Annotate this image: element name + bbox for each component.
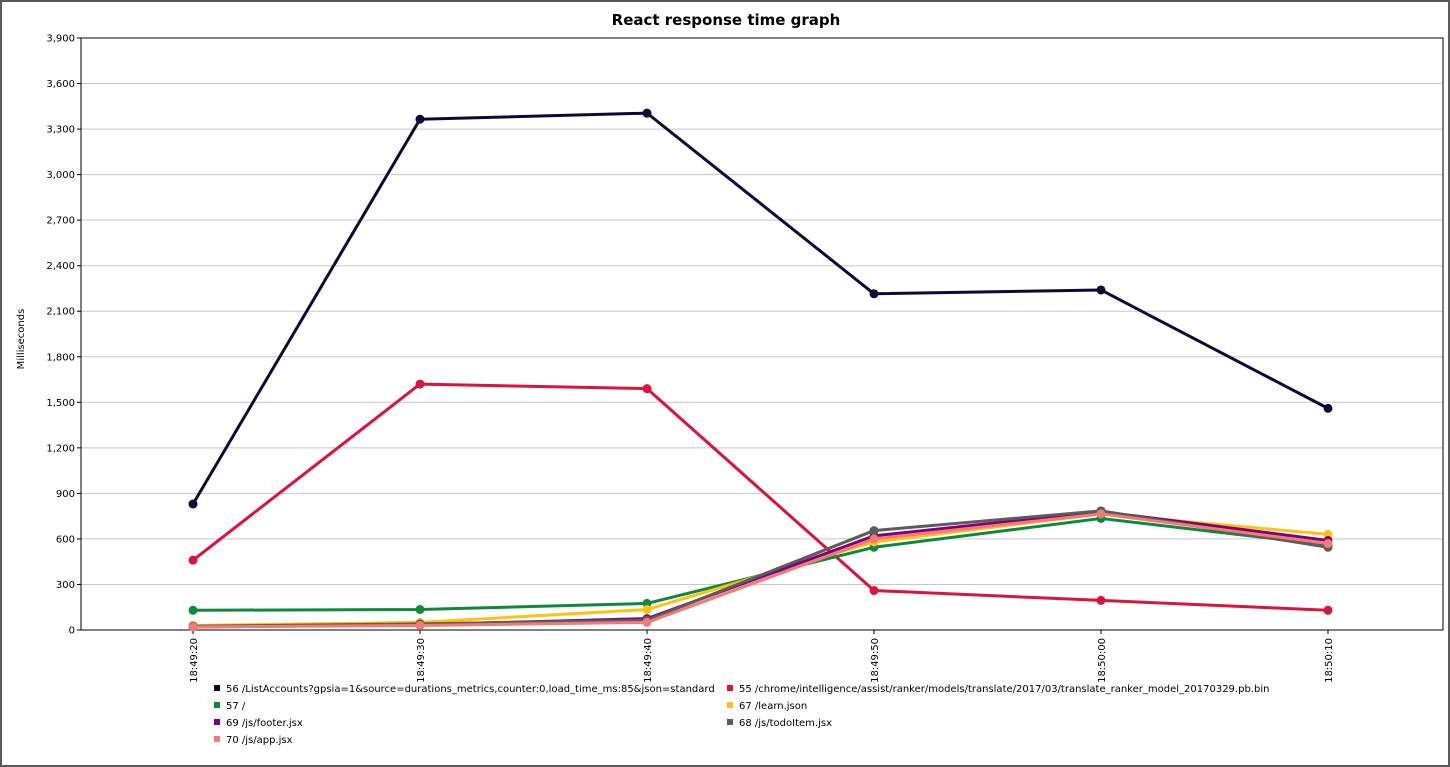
data-point bbox=[1096, 285, 1106, 295]
series-line bbox=[192, 512, 1329, 629]
y-axis: 0 300 600 900 1,200 1,500 1,800 2,100 2,400 2,700… bbox=[46, 34, 81, 637]
legend-swatch bbox=[727, 702, 733, 708]
y-tick-label: 0 bbox=[69, 626, 75, 637]
x-tick-label: 18:49:20 bbox=[189, 638, 200, 683]
x-tick-label: 18:49:30 bbox=[416, 638, 427, 683]
plot-area bbox=[80, 37, 1444, 631]
data-point bbox=[415, 379, 425, 389]
series-lines bbox=[188, 108, 1333, 632]
data-point bbox=[869, 526, 879, 536]
chart-title: React response time graph bbox=[612, 11, 841, 29]
data-point bbox=[188, 622, 198, 632]
series-line bbox=[191, 111, 1329, 505]
data-point bbox=[188, 605, 198, 615]
y-axis-label: Milliseconds bbox=[16, 309, 27, 370]
data-point bbox=[642, 605, 652, 615]
y-tick-label: 1,200 bbox=[46, 443, 75, 454]
y-tick-label: 300 bbox=[56, 580, 75, 591]
legend-swatch bbox=[214, 719, 220, 725]
data-point bbox=[642, 108, 652, 118]
data-point bbox=[642, 617, 652, 627]
y-tick-label: 3,300 bbox=[46, 125, 75, 136]
y-tick-label: 3,900 bbox=[46, 34, 75, 45]
legend-label: 68 /js/todoItem.jsx bbox=[739, 718, 832, 729]
series-line bbox=[192, 382, 1329, 612]
x-tick-label: 18:49:50 bbox=[870, 638, 881, 683]
legend-swatch bbox=[727, 719, 733, 725]
legend: 56 /ListAccounts?gpsia=1&source=duration… bbox=[214, 684, 1269, 746]
legend-label: 67 /learn.json bbox=[739, 701, 807, 712]
series-line bbox=[192, 516, 1329, 612]
data-point bbox=[1323, 605, 1333, 615]
x-tick-label: 18:49:40 bbox=[643, 638, 654, 683]
x-tick-label: 18:50:10 bbox=[1324, 638, 1335, 683]
y-tick-label: 1,500 bbox=[46, 398, 75, 409]
data-point bbox=[1096, 595, 1106, 605]
legend-label: 56 /ListAccounts?gpsia=1&source=duration… bbox=[226, 684, 715, 695]
legend-swatch bbox=[214, 685, 220, 691]
legend-label: 55 /chrome/intelligence/assist/ranker/mo… bbox=[739, 684, 1269, 695]
grid-lines bbox=[81, 83, 1443, 585]
y-tick-label: 3,000 bbox=[46, 170, 75, 181]
y-tick-label: 900 bbox=[56, 489, 75, 500]
data-point bbox=[869, 586, 879, 596]
data-point bbox=[1323, 538, 1333, 548]
legend-label: 57 / bbox=[226, 701, 246, 712]
legend-label: 69 /js/footer.jsx bbox=[226, 718, 303, 729]
x-axis: 18:49:20 18:49:30 18:49:40 18:49:50 18:50:00… bbox=[189, 630, 1335, 683]
legend-swatch bbox=[727, 685, 733, 691]
data-point bbox=[415, 620, 425, 630]
data-point bbox=[1323, 403, 1333, 413]
data-point bbox=[188, 555, 198, 565]
data-point bbox=[1096, 509, 1106, 519]
data-point bbox=[415, 114, 425, 124]
legend-swatch bbox=[214, 702, 220, 708]
y-tick-label: 2,100 bbox=[46, 307, 75, 318]
data-point bbox=[869, 289, 879, 299]
y-tick-label: 2,400 bbox=[46, 261, 75, 272]
data-point bbox=[188, 499, 198, 509]
x-tick-label: 18:50:00 bbox=[1097, 638, 1108, 683]
legend-swatch bbox=[214, 736, 220, 742]
y-tick-label: 3,600 bbox=[46, 79, 75, 90]
y-tick-label: 2,700 bbox=[46, 216, 75, 227]
data-point bbox=[869, 534, 879, 544]
y-tick-label: 1,800 bbox=[46, 352, 75, 363]
data-point bbox=[642, 384, 652, 394]
legend-label: 70 /js/app.jsx bbox=[226, 735, 293, 746]
data-point bbox=[415, 605, 425, 615]
y-tick-label: 600 bbox=[56, 534, 75, 545]
